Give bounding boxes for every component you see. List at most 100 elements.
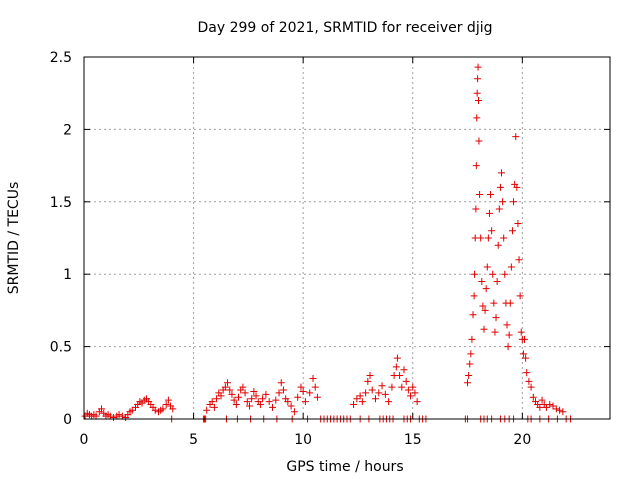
data-point — [393, 354, 401, 362]
data-point — [98, 405, 106, 413]
data-point — [496, 183, 504, 191]
data-point — [559, 408, 567, 416]
x-tick-label: 0 — [80, 432, 89, 448]
data-point — [483, 263, 491, 271]
data-point — [527, 383, 535, 391]
data-point — [472, 162, 480, 170]
y-tick-label: 1 — [63, 267, 72, 283]
data-point — [485, 209, 493, 217]
y-axis-label: SRMTID / TECUs — [6, 182, 22, 295]
data-point — [279, 386, 287, 394]
data-point — [230, 396, 238, 404]
data-point — [272, 396, 280, 404]
data-point — [385, 398, 393, 406]
data-point — [381, 390, 389, 398]
data-point — [514, 220, 522, 228]
data-point — [503, 321, 511, 329]
y-tick-label: 2 — [63, 122, 72, 138]
x-tick-label: 5 — [189, 432, 198, 448]
data-point — [284, 398, 292, 406]
data-point — [210, 403, 218, 411]
data-point — [521, 335, 529, 343]
data-point — [371, 395, 379, 403]
data-point — [92, 412, 100, 420]
data-point — [353, 395, 361, 403]
data-point — [164, 396, 172, 404]
data-point — [475, 96, 482, 104]
data-point — [491, 328, 499, 336]
data-point — [268, 403, 276, 411]
data-point — [470, 292, 478, 300]
data-point — [465, 372, 473, 380]
data-point — [262, 390, 270, 398]
data-point — [287, 402, 295, 410]
data-point — [473, 89, 481, 97]
data-point — [350, 401, 358, 409]
data-point — [487, 191, 495, 199]
axis-ticks — [83, 56, 610, 420]
data-point — [538, 396, 546, 404]
data-point — [409, 383, 417, 391]
data-point — [128, 406, 136, 414]
data-point — [400, 366, 408, 374]
data-point — [413, 398, 421, 406]
y-tick-label: 0 — [63, 412, 72, 428]
data-point — [508, 227, 516, 235]
data-point — [481, 306, 489, 314]
data-point — [512, 133, 520, 141]
data-point — [516, 292, 524, 300]
y-tick-label: 0.5 — [50, 340, 72, 356]
data-point — [306, 389, 314, 397]
data-point — [106, 412, 114, 420]
data-point — [250, 387, 258, 395]
data-point — [477, 234, 485, 242]
data-point — [505, 331, 513, 339]
data-point — [476, 191, 484, 199]
data-point — [482, 285, 490, 293]
data-point — [388, 383, 396, 391]
y-tick-label: 1.5 — [50, 195, 72, 211]
x-tick-label: 10 — [294, 432, 312, 448]
grid-lines — [84, 57, 610, 419]
data-point — [203, 406, 211, 414]
data-point — [217, 392, 225, 400]
data-point — [475, 137, 483, 145]
x-tick-label: 15 — [404, 432, 422, 448]
data-point — [542, 403, 550, 411]
data-point — [110, 414, 118, 422]
data-point — [504, 343, 512, 351]
data-point — [118, 412, 126, 420]
data-point — [396, 372, 404, 380]
data-point — [495, 205, 503, 213]
data-point — [364, 377, 372, 385]
data-point — [525, 377, 533, 385]
data-point — [402, 377, 410, 385]
data-point — [404, 386, 412, 394]
data-point — [275, 389, 283, 397]
data-point — [411, 389, 419, 397]
data-point — [556, 406, 564, 414]
data-point — [301, 398, 309, 406]
data-point — [493, 277, 501, 285]
data-point — [358, 398, 366, 406]
data-point — [407, 392, 415, 400]
data-point — [501, 270, 509, 278]
data-point — [474, 75, 482, 83]
data-point — [517, 328, 525, 336]
data-point — [115, 411, 123, 419]
data-point — [243, 398, 251, 406]
data-point — [549, 402, 557, 410]
data-point — [224, 379, 232, 387]
tick-labels: 0 5 10 15 20 0 0.5 1 1.5 2 2.5 — [50, 50, 532, 448]
data-point — [478, 277, 486, 285]
data-point — [500, 234, 508, 242]
data-point — [221, 383, 229, 391]
data-point — [523, 369, 531, 377]
data-point — [488, 227, 496, 235]
data-point — [256, 401, 264, 409]
data-point — [245, 402, 253, 410]
data-point — [252, 392, 260, 400]
data-point — [313, 393, 321, 401]
data-point — [162, 401, 170, 409]
